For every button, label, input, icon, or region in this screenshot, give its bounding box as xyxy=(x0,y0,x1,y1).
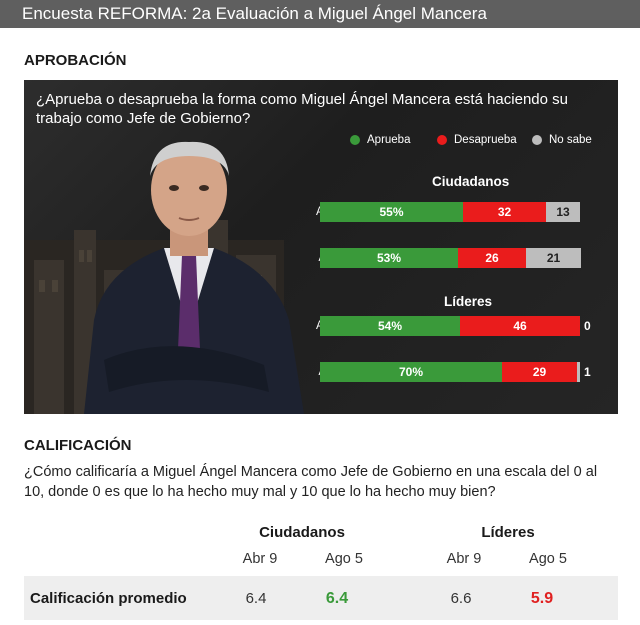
legend-no-sabe: No sabe xyxy=(532,134,592,146)
score-lideres-abr9: 6.6 xyxy=(450,590,472,607)
bar-value-label-no_sabe: 0 xyxy=(584,319,591,333)
calificacion-section-title: CALIFICACIÓN xyxy=(24,437,132,454)
calificacion-question: ¿Cómo calificaría a Miguel Ángel Mancera… xyxy=(24,464,598,500)
group-label-lideres: Líderes xyxy=(444,294,493,309)
legend-aprueba-label: Aprueba xyxy=(367,134,411,146)
subheader-abr9: Abr 9 xyxy=(446,551,482,567)
bar-segment-aprueba: 53% xyxy=(320,248,458,268)
window-title: Encuesta REFORMA: 2a Evaluación a Miguel… xyxy=(0,0,640,28)
aprobacion-section-title: APROBACIÓN xyxy=(24,52,127,69)
gray-dot-icon xyxy=(532,135,542,145)
score-ciudadanos-abr9: 6.4 xyxy=(245,590,267,607)
bar-segment-no_sabe: 21 xyxy=(526,248,581,268)
bar-segment-no_sabe xyxy=(577,362,580,382)
bar-segment-desaprueba: 26 xyxy=(458,248,526,268)
bar-value-label-no_sabe: 1 xyxy=(584,365,591,379)
bar-segment-no_sabe: 13 xyxy=(546,202,580,222)
group-label-ciudadanos: Ciudadanos xyxy=(432,174,510,189)
column-header-lideres: Líderes xyxy=(481,524,535,541)
legend-desaprueba-label: Desaprueba xyxy=(454,134,517,146)
portrait-image xyxy=(84,141,304,414)
bar-segment-aprueba: 55% xyxy=(320,202,463,222)
bar-segment-desaprueba: 46 xyxy=(460,316,580,336)
aprobacion-question: ¿Aprueba o desaprueba la forma como Migu… xyxy=(36,91,568,127)
bar-segment-desaprueba: 29 xyxy=(502,362,577,382)
bar-segment-aprueba: 54% xyxy=(320,316,460,336)
score-ciudadanos-ago5: 6.4 xyxy=(325,590,349,607)
legend-no-sabe-label: No sabe xyxy=(549,134,592,146)
column-header-ciudadanos: Ciudadanos xyxy=(259,524,345,541)
legend-aprueba: Aprueba xyxy=(350,134,410,146)
green-dot-icon xyxy=(350,135,360,145)
score-row xyxy=(24,576,618,620)
aprobacion-panel: ¿Aprueba o desaprueba la forma como Migu… xyxy=(24,80,618,414)
score-lideres-ago5: 5.9 xyxy=(530,590,554,607)
score-row-label: Calificación promedio xyxy=(30,590,187,607)
red-dot-icon xyxy=(437,135,447,145)
bar-segment-aprueba: 70% xyxy=(320,362,502,382)
subheader-ago5: Ago 5 xyxy=(325,551,363,567)
legend-desaprueba: Desaprueba xyxy=(437,134,517,146)
subheader-ago5: Ago 5 xyxy=(529,551,567,567)
subheader-abr9: Abr 9 xyxy=(242,551,278,567)
bar-segment-desaprueba: 32 xyxy=(463,202,546,222)
